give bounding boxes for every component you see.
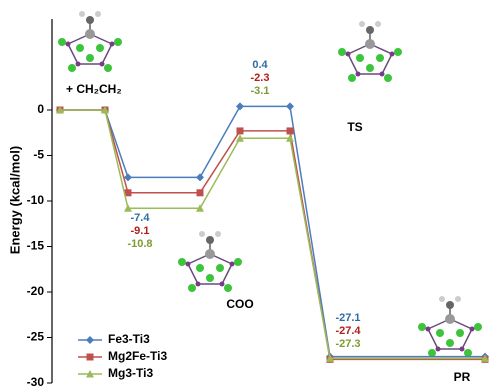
y-tick-label: -30	[27, 375, 45, 389]
legend-label: Mg2Fe-Ti3	[108, 349, 167, 363]
y-tick-label: 0	[37, 102, 44, 116]
marker	[286, 134, 294, 142]
legend-label: Fe3-Ti3	[108, 332, 150, 346]
y-tick-label: -5	[33, 148, 44, 162]
connector	[199, 137, 241, 209]
legend-entry: Mg3-Ti3	[78, 366, 153, 380]
marker	[124, 173, 132, 182]
y-tick-label: -10	[27, 193, 45, 207]
value-label: -27.4	[335, 325, 361, 337]
y-tick-label: -25	[27, 330, 45, 344]
value-label: -9.1	[131, 225, 150, 237]
value-label: -2.3	[251, 72, 270, 84]
marker	[56, 106, 64, 114]
value-label: -27.3	[335, 338, 360, 350]
marker	[236, 127, 244, 135]
marker	[101, 106, 109, 114]
series: -10.8 -3.1 -27.3	[56, 85, 489, 362]
connector	[199, 105, 241, 178]
connector	[199, 130, 241, 194]
marker	[481, 354, 489, 362]
value-label: -27.1	[335, 312, 360, 324]
marker	[236, 102, 244, 111]
connector	[104, 109, 129, 209]
marker	[124, 189, 132, 197]
value-label: 0.4	[252, 59, 268, 71]
legend-entry: Fe3-Ti3	[78, 332, 150, 346]
value-label: -7.4	[131, 212, 151, 224]
y-tick-label: -15	[27, 239, 45, 253]
category-label: COO	[226, 297, 253, 311]
legend-label: Mg3-Ti3	[108, 366, 153, 380]
marker	[86, 336, 94, 344]
category-label: + CH₂CH₂	[66, 82, 122, 96]
series: -7.4 0.4 -27.1	[56, 59, 489, 361]
legend-entry: Mg2Fe-Ti3	[78, 349, 167, 363]
marker	[236, 134, 244, 142]
value-label: -10.8	[127, 238, 152, 250]
connector	[289, 138, 331, 359]
category-label: TS	[347, 120, 362, 134]
marker	[86, 370, 94, 378]
series: -9.1 -2.3 -27.4	[56, 72, 489, 363]
y-axis-title: Energy (kcal/mol)	[7, 146, 22, 254]
marker	[326, 354, 334, 362]
y-tick-label: -20	[27, 284, 45, 298]
category-label: PR	[454, 370, 471, 384]
value-label: -3.1	[251, 85, 270, 97]
connector	[289, 106, 331, 357]
marker	[124, 204, 132, 212]
marker	[86, 353, 94, 361]
